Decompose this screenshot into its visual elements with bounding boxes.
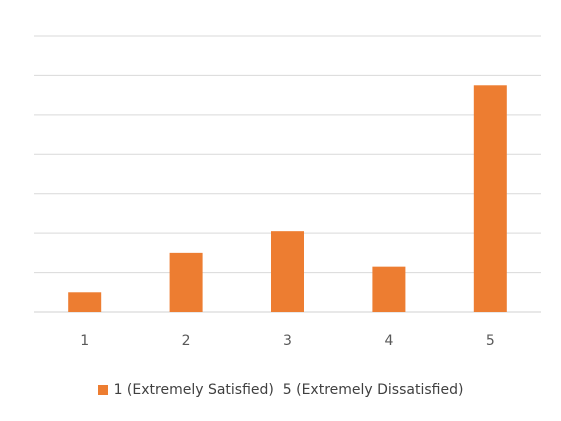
x-tick-label: 3	[283, 333, 292, 349]
x-tick-label: 2	[182, 333, 191, 349]
x-tick-label: 5	[486, 333, 495, 349]
legend-swatch	[97, 385, 108, 395]
bar-2	[169, 252, 203, 312]
x-axis-ticks: 1 2 3 4 5	[80, 333, 495, 349]
x-tick-label: 4	[384, 333, 393, 349]
bar-chart: 1 2 3 4 5	[34, 35, 541, 349]
bar-1	[68, 292, 102, 312]
bar-5	[473, 85, 507, 313]
legend-label: 1 (Extremely Satisfied) 5 (Extremely Dis…	[113, 382, 464, 398]
gridlines	[34, 35, 541, 313]
bar-3	[271, 231, 304, 312]
bars	[68, 85, 507, 313]
x-tick-label: 1	[80, 333, 89, 349]
bar-4	[372, 266, 406, 312]
legend: 1 (Extremely Satisfied) 5 (Extremely Dis…	[0, 382, 561, 398]
